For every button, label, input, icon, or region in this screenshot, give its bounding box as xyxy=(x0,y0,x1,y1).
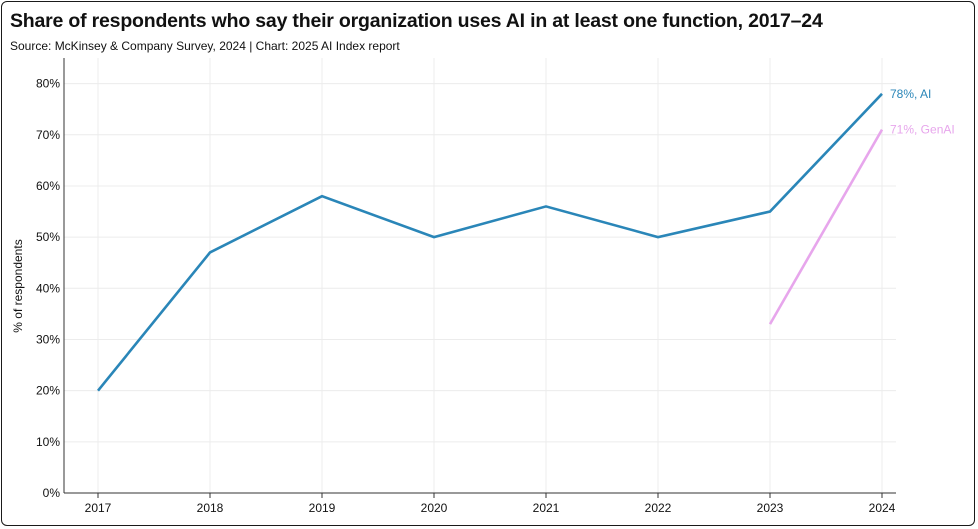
y-tick-label: 50% xyxy=(36,230,60,244)
gridlines xyxy=(64,58,896,493)
series-line-ai xyxy=(96,92,883,392)
y-tick-label: 60% xyxy=(36,179,60,193)
end-label-ai: 78%, AI xyxy=(890,87,931,101)
y-tick-label: 30% xyxy=(36,332,60,346)
x-tick-label: 2017 xyxy=(85,501,112,515)
x-tick-label: 2021 xyxy=(533,501,560,515)
x-tick-label: 2020 xyxy=(421,501,448,515)
x-tick-labels: 2017 2018 2019 2020 2021 2022 2023 2024 xyxy=(85,501,896,515)
y-tick-labels: 0% 10% 20% 30% 40% 50% 60% 70% 80% xyxy=(36,77,60,500)
y-tick-label: 20% xyxy=(36,384,60,398)
y-tick-label: 40% xyxy=(36,281,60,295)
axes xyxy=(63,58,896,498)
series-lines xyxy=(96,92,884,392)
x-tick-label: 2023 xyxy=(757,501,784,515)
series-line-genai xyxy=(768,128,884,325)
y-tick-label: 10% xyxy=(36,435,60,449)
end-label-genai: 71%, GenAI xyxy=(890,123,955,137)
y-tick-label: 80% xyxy=(36,77,60,91)
y-tick-label: 0% xyxy=(43,486,61,500)
x-tick-label: 2019 xyxy=(309,501,336,515)
y-tick-label: 70% xyxy=(36,128,60,142)
x-tick-label: 2022 xyxy=(645,501,672,515)
x-tick-label: 2024 xyxy=(869,501,896,515)
y-axis-label: % of respondents xyxy=(11,239,25,332)
chart-subtitle: Source: McKinsey & Company Survey, 2024 … xyxy=(10,39,400,53)
x-tick-label: 2018 xyxy=(197,501,224,515)
series-end-labels: 78%, AI 71%, GenAI xyxy=(890,87,955,137)
chart-title: Share of respondents who say their organ… xyxy=(10,10,823,32)
